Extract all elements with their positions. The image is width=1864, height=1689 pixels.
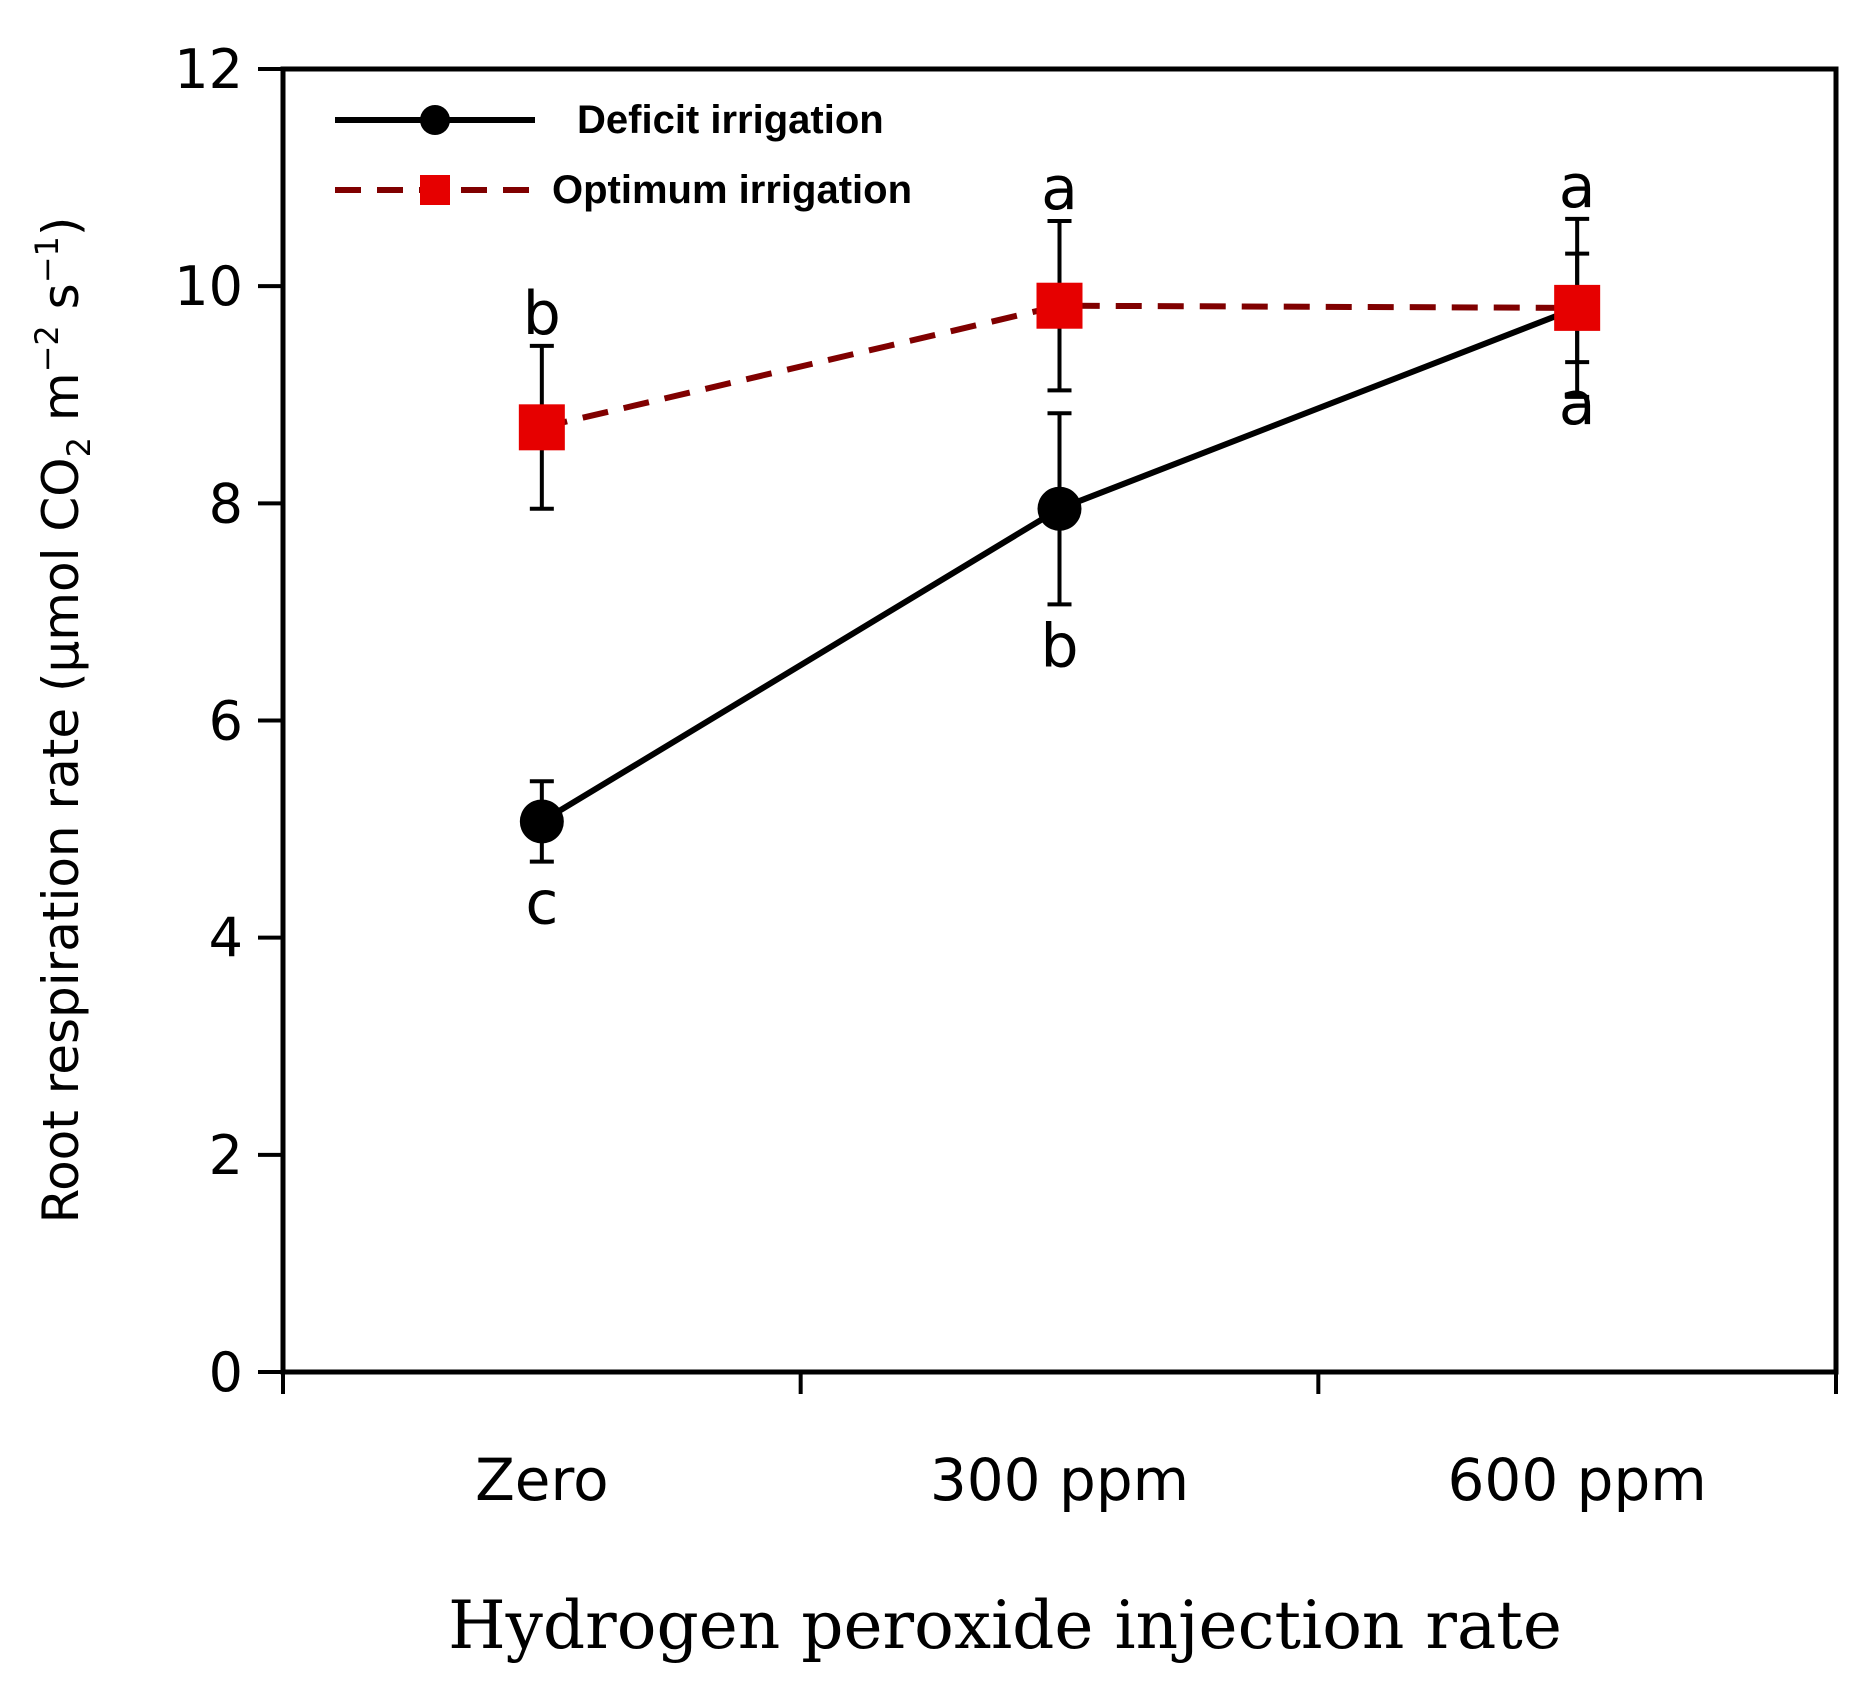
y-tick-label: 8 — [209, 472, 243, 535]
x-axis: Zero 300 ppm 600 ppm — [281, 1372, 1838, 1514]
legend-marker-optimum — [420, 175, 450, 205]
x-axis-label: Hydrogen peroxide injection rate — [448, 1587, 1562, 1664]
x-tick-label: Zero — [475, 1446, 608, 1514]
y-tick-label: 0 — [209, 1341, 243, 1404]
x-tick-label: 600 ppm — [1448, 1446, 1707, 1514]
series-layer: c b ab a a — [518, 152, 1601, 939]
significance-letter: b — [523, 279, 561, 349]
y-tick-label: 10 — [174, 255, 243, 318]
significance-letter: c — [525, 869, 558, 939]
series-line-optimum — [541, 302, 1578, 431]
significance-letter: a — [1041, 154, 1078, 224]
x-tick-label: 300 ppm — [930, 1446, 1189, 1514]
data-point-deficit — [1037, 486, 1082, 531]
data-point-optimum — [1036, 282, 1083, 329]
y-tick-label: 2 — [209, 1124, 243, 1187]
legend: Deficit irrigation Optimum irrigation — [335, 98, 912, 212]
data-point-deficit — [519, 799, 564, 844]
data-point-optimum — [518, 404, 565, 451]
legend-label-optimum: Optimum irrigation — [552, 168, 912, 212]
y-tick-label: 6 — [209, 690, 243, 753]
significance-letter: b — [1040, 611, 1078, 681]
data-point-optimum — [1554, 284, 1601, 331]
legend-label-deficit: Deficit irrigation — [577, 98, 884, 142]
series-optimum: b a a — [518, 152, 1601, 511]
legend-marker-deficit — [420, 105, 450, 135]
y-axis-label: Root respiration rate (µmol CO2 m−2 s−1) — [28, 217, 98, 1224]
y-tick-label: 4 — [209, 907, 243, 970]
significance-letter: a — [1559, 152, 1596, 222]
y-tick-label: 12 — [174, 38, 243, 101]
y-axis: 0 2 4 6 8 10 12 — [174, 38, 283, 1404]
